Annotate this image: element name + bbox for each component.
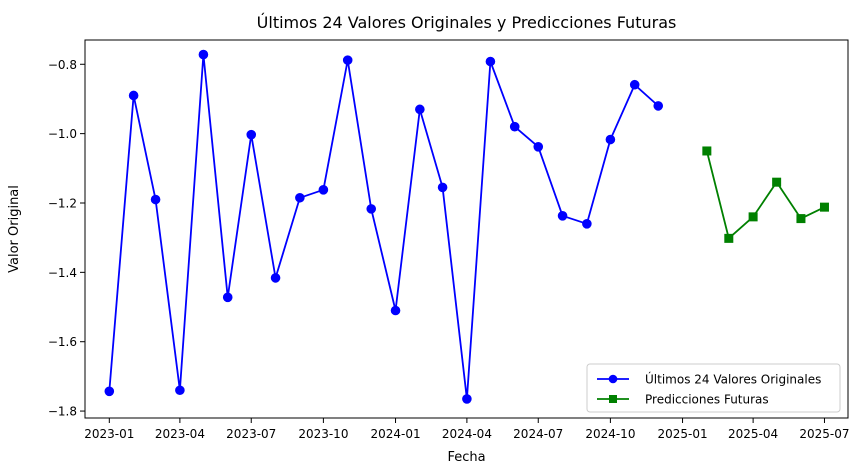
series-0-point-19 bbox=[557, 211, 568, 221]
y-axis-tick-label: −1.6 bbox=[48, 335, 77, 349]
series-1-point-4 bbox=[796, 214, 806, 224]
series-0-point-14 bbox=[437, 182, 448, 193]
series-1-point-1 bbox=[724, 233, 734, 243]
series-0-point-18 bbox=[533, 142, 544, 152]
legend-marker-1 bbox=[609, 395, 617, 403]
chart-title: Últimos 24 Valores Originales y Predicci… bbox=[257, 13, 677, 32]
x-axis-tick-label: 2024-01 bbox=[370, 427, 420, 441]
y-axis-tick-label: −1.2 bbox=[48, 196, 77, 210]
series-1-point-2 bbox=[748, 212, 758, 222]
x-axis-label: Fecha bbox=[447, 450, 485, 465]
series-0-point-4 bbox=[198, 49, 209, 60]
x-axis-tick-label: 2025-07 bbox=[799, 427, 849, 441]
series-0-point-20 bbox=[582, 218, 592, 229]
legend-box bbox=[586, 363, 841, 413]
series-0-point-23 bbox=[653, 101, 664, 111]
x-axis-tick-label: 2025-04 bbox=[728, 427, 778, 441]
x-axis-tick-label: 2024-10 bbox=[585, 427, 635, 441]
y-axis-tick-label: −1.0 bbox=[48, 127, 77, 141]
series-0-point-2 bbox=[150, 194, 161, 205]
series-0-point-5 bbox=[222, 292, 233, 303]
series-1-point-3 bbox=[772, 177, 782, 187]
legend-label-0: Últimos 24 Valores Originales bbox=[645, 372, 821, 387]
series-0-point-0 bbox=[104, 386, 115, 397]
x-axis-tick-label: 2023-04 bbox=[155, 427, 205, 441]
x-axis-tick-label: 2025-01 bbox=[657, 427, 707, 441]
y-axis-tick-label: −0.8 bbox=[48, 58, 77, 72]
series-1-point-0 bbox=[702, 146, 712, 156]
legend-label-1: Predicciones Futuras bbox=[645, 393, 769, 407]
series-0-point-17 bbox=[509, 121, 520, 132]
legend-marker-0 bbox=[608, 374, 618, 384]
series-0-point-7 bbox=[270, 273, 281, 283]
y-axis-label: Valor Original bbox=[7, 185, 22, 273]
x-axis-tick-label: 2023-10 bbox=[298, 427, 348, 441]
legend: Últimos 24 Valores Originales Prediccione… bbox=[586, 363, 841, 413]
series-0-point-12 bbox=[390, 305, 401, 316]
series-0-point-11 bbox=[366, 204, 377, 214]
plot-area: −1.8 −1.6 −1.4 −1.2 −1.0 −0.8 2023-01 2023-04 20… bbox=[48, 39, 850, 441]
series-0-point-8 bbox=[295, 192, 305, 203]
x-axis-tick-label: 2023-07 bbox=[226, 427, 276, 441]
x-axis-tick-label: 2024-04 bbox=[442, 427, 492, 441]
x-axis-tick-label: 2023-01 bbox=[84, 427, 134, 441]
series-0-point-22 bbox=[629, 79, 640, 90]
series-0-point-21 bbox=[605, 134, 616, 145]
plot-frame bbox=[84, 39, 849, 419]
series-1-point-5 bbox=[819, 202, 829, 212]
series-0-point-15 bbox=[462, 394, 472, 404]
series-0-point-3 bbox=[175, 385, 185, 396]
series-0-point-9 bbox=[318, 185, 329, 195]
y-axis-tick-label: −1.4 bbox=[48, 266, 77, 280]
series-0-point-16 bbox=[485, 56, 496, 67]
series-0-point-13 bbox=[415, 104, 425, 115]
series-0-point-1 bbox=[128, 90, 139, 101]
x-axis-tick-label: 2024-07 bbox=[513, 427, 563, 441]
series-0-point-10 bbox=[342, 55, 353, 65]
y-axis-tick-label: −1.8 bbox=[48, 405, 77, 419]
series-0-point-6 bbox=[246, 129, 257, 140]
